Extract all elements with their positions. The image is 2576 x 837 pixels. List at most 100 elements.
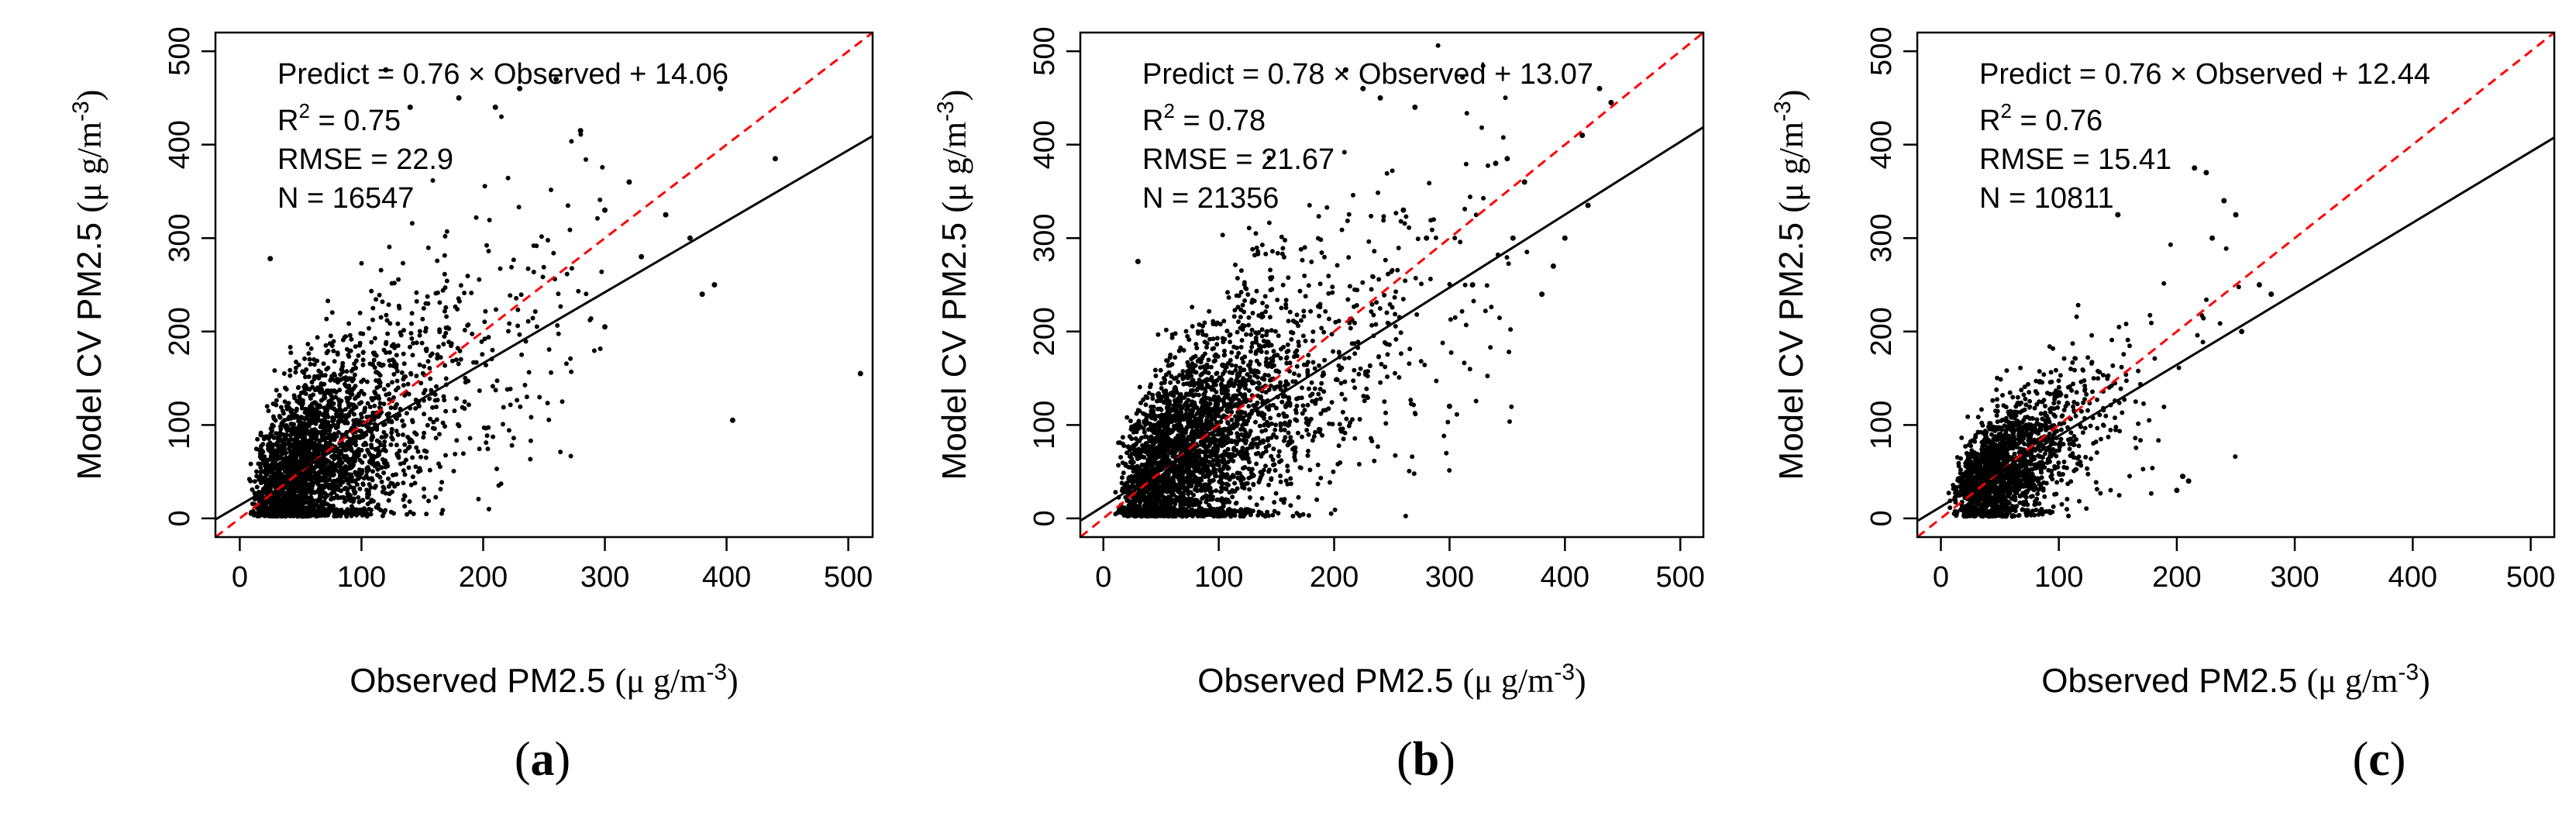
data-point [2209, 235, 2216, 241]
data-point [1596, 85, 1603, 91]
rmse-annotation: RMSE = 22.9 [277, 143, 453, 176]
data-point [1550, 263, 1556, 269]
y-tick-label: 0 [164, 510, 196, 526]
y-tick-label: 300 [1028, 214, 1061, 263]
data-point [1446, 403, 1452, 409]
data-point [1608, 99, 1614, 105]
data-point [1469, 282, 1476, 288]
data-point [1360, 85, 1366, 91]
y-tick-label: 400 [164, 120, 196, 169]
data-point [687, 235, 693, 241]
x-tick-label: 300 [2270, 561, 2319, 594]
data-point [1585, 202, 1591, 208]
y-tick-label: 500 [1865, 26, 1898, 75]
data-point [577, 128, 584, 134]
data-point [1400, 207, 1407, 213]
data-point [729, 417, 735, 423]
data-point [663, 212, 669, 218]
data-point [2221, 198, 2227, 204]
x-tick-label: 0 [232, 561, 248, 594]
y-axis-label: Model CV PM2.5 (μ g/m-3) [933, 90, 973, 480]
panel-label-b: (b) [1396, 733, 1455, 786]
scatter-panel-b: 0 100 200 300 400 500 0 100 200 300 400 500 Observed… [933, 26, 1705, 700]
data-point [718, 85, 724, 91]
data-point [383, 67, 389, 73]
x-tick-label: 400 [702, 561, 751, 594]
y-tick-label: 300 [164, 214, 196, 263]
data-point [602, 207, 608, 213]
r2-annotation: R2 = 0.78 [1142, 99, 1266, 137]
x-tick-label: 0 [1933, 561, 1949, 594]
n-annotation: N = 16547 [277, 182, 414, 215]
data-point [1424, 235, 1430, 241]
data-point [1377, 95, 1383, 101]
data-point-cloud [1113, 43, 1530, 519]
x-tick-label: 100 [337, 561, 386, 594]
y-tick-label: 500 [164, 26, 196, 75]
data-point [1412, 104, 1418, 110]
data-point [2233, 212, 2239, 218]
data-point [1510, 235, 1516, 241]
equation-annotation: Predict = 0.78 × Observed + 13.07 [1142, 58, 1593, 91]
y-tick-label: 0 [1865, 510, 1898, 526]
y-tick-label: 0 [1028, 510, 1061, 526]
x-tick-label: 500 [1656, 561, 1705, 594]
regression-line [1080, 126, 1703, 522]
data-point [857, 370, 863, 377]
r2-annotation: R2 = 0.76 [1979, 99, 2102, 137]
data-point-cloud [246, 114, 605, 519]
data-point [1135, 258, 1141, 264]
data-point [2203, 170, 2209, 176]
data-point [407, 104, 413, 110]
data-point [2115, 212, 2121, 218]
y-tick-label: 500 [1028, 26, 1061, 75]
data-point [626, 179, 632, 185]
x-tick-label: 400 [2388, 561, 2437, 594]
data-point [699, 291, 705, 298]
regression-line [215, 135, 873, 521]
rmse-annotation: RMSE = 15.41 [1979, 143, 2171, 176]
rmse-annotation: RMSE = 21.67 [1142, 143, 1334, 176]
identity-line [1080, 33, 1703, 537]
plot-frame [214, 31, 874, 539]
equation-annotation: Predict = 0.76 × Observed + 12.44 [1979, 58, 2430, 91]
panel-label-c: (c) [2352, 733, 2406, 786]
data-point [1342, 67, 1348, 73]
data-point [2239, 329, 2245, 335]
x-tick-label: 300 [1425, 561, 1474, 594]
x-tick-label: 100 [1194, 561, 1243, 594]
y-tick-label: 100 [1865, 401, 1898, 450]
scatter-panel-a: 0 100 200 300 400 500 0 100 200 300 400 500 Observed… [68, 26, 874, 700]
data-point [1539, 291, 1545, 298]
x-tick-label: 400 [1541, 561, 1589, 594]
data-point [553, 76, 560, 82]
scatter-panel-c: 0 100 200 300 400 500 0 100 200 300 400 500 Observed… [1770, 26, 2555, 700]
plot-frame [1916, 31, 2556, 539]
y-tick-label: 100 [1028, 401, 1061, 450]
data-point [1579, 133, 1586, 139]
x-tick-label: 500 [824, 561, 873, 594]
data-point [772, 156, 778, 162]
x-axis-label: Observed PM2.5 (μ g/m-3) [2041, 660, 2430, 700]
x-tick-label: 100 [2034, 561, 2083, 594]
data-point [2192, 165, 2198, 171]
panel-label-a: (a) [514, 733, 571, 786]
data-point-cloud [1946, 242, 2241, 519]
data-points [1946, 165, 2275, 519]
data-point [711, 282, 718, 288]
n-annotation: N = 10811 [1979, 182, 2114, 215]
y-tick-label: 400 [1865, 120, 1898, 169]
n-annotation: N = 21356 [1142, 182, 1279, 215]
identity-line [1917, 33, 2554, 537]
equation-annotation: Predict = 0.76 × Observed + 14.06 [277, 58, 728, 91]
data-point [267, 256, 274, 262]
y-tick-label: 200 [164, 307, 196, 356]
y-tick-label: 200 [1865, 307, 1898, 356]
data-point [1562, 235, 1568, 241]
x-tick-label: 200 [459, 561, 508, 594]
x-axis-label: Observed PM2.5 (μ g/m-3) [1197, 660, 1586, 700]
data-point [2174, 487, 2180, 494]
r2-annotation: R2 = 0.75 [277, 99, 401, 137]
y-axis-label: Model CV PM2.5 (μ g/m-3) [68, 90, 108, 480]
